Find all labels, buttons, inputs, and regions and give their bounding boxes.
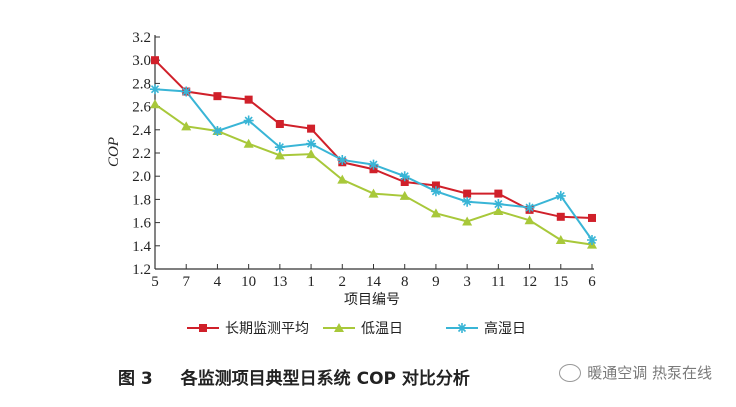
data-point-2 bbox=[462, 196, 473, 207]
data-point-2 bbox=[243, 115, 254, 126]
data-point-1 bbox=[368, 188, 379, 198]
chart-legend: 长期监测平均 低温日 高湿日 bbox=[187, 320, 526, 337]
data-point-1 bbox=[306, 149, 317, 159]
watermark-text: 暖通空调 热泵在线 bbox=[587, 364, 712, 382]
data-point-1 bbox=[430, 208, 441, 218]
y-tick-label: 2.8 bbox=[132, 76, 151, 92]
chart-axes bbox=[154, 35, 594, 270]
x-tick-label: 15 bbox=[553, 274, 568, 290]
figure-title: 各监测项目典型日系统 COP 对比分析 bbox=[180, 369, 470, 389]
data-point-1 bbox=[555, 235, 566, 244]
data-point-0 bbox=[244, 95, 253, 104]
y-tick-label: 2.4 bbox=[132, 123, 151, 139]
data-point-1 bbox=[274, 150, 285, 160]
watermark: 暖通空调 热泵在线 bbox=[559, 362, 712, 383]
data-point-0 bbox=[463, 189, 472, 198]
x-tick-label: 9 bbox=[432, 274, 440, 290]
x-tick-label: 7 bbox=[182, 274, 190, 290]
data-point-1 bbox=[524, 215, 535, 225]
data-point-2 bbox=[181, 86, 192, 97]
data-point-1 bbox=[150, 99, 160, 109]
legend-label: 高湿日 bbox=[484, 320, 526, 337]
x-tick-label: 1 bbox=[307, 274, 315, 290]
x-tick-label: 5 bbox=[151, 274, 159, 290]
data-point-2 bbox=[368, 159, 379, 170]
data-point-2 bbox=[150, 84, 160, 95]
y-tick-label: 2.2 bbox=[132, 146, 151, 162]
data-point-2 bbox=[274, 142, 285, 153]
y-tick-label: 1.4 bbox=[132, 239, 151, 255]
data-point-0 bbox=[400, 178, 409, 186]
y-tick-label: 2.0 bbox=[132, 169, 151, 185]
x-tick-label: 12 bbox=[522, 274, 537, 290]
data-point-1 bbox=[337, 174, 348, 184]
data-point-1 bbox=[399, 190, 410, 200]
chart-series bbox=[150, 56, 597, 249]
data-point-0 bbox=[494, 189, 503, 198]
data-point-1 bbox=[243, 138, 254, 148]
data-point-2 bbox=[587, 235, 597, 245]
data-point-0 bbox=[556, 212, 565, 221]
x-tick-label: 14 bbox=[366, 274, 382, 290]
data-point-0 bbox=[275, 120, 284, 128]
data-point-2 bbox=[399, 171, 410, 182]
chart-ticks: 1.21.41.61.82.02.22.42.62.83.03.25 7 4 10 13… bbox=[132, 30, 596, 290]
legend-label: 长期监测平均 bbox=[225, 321, 309, 337]
data-point-0 bbox=[213, 92, 222, 101]
legend-marker bbox=[199, 324, 207, 332]
data-point-2 bbox=[555, 190, 566, 201]
wechat-logo-icon bbox=[559, 363, 582, 382]
data-point-1 bbox=[462, 216, 473, 226]
figure-number: 图 3 bbox=[118, 369, 153, 389]
data-point-2 bbox=[212, 125, 223, 136]
y-tick-label: 1.2 bbox=[132, 262, 151, 278]
x-tick-label: 2 bbox=[339, 274, 347, 290]
x-tick-label: 10 bbox=[241, 274, 256, 290]
legend-marker bbox=[457, 323, 467, 333]
x-tick-label: 3 bbox=[463, 274, 471, 290]
x-tick-label: 13 bbox=[272, 274, 287, 290]
legend-label: 低温日 bbox=[361, 321, 403, 337]
data-point-0 bbox=[307, 124, 316, 133]
data-point-2 bbox=[306, 138, 317, 149]
x-axis-label: 项目编号 bbox=[344, 292, 400, 308]
x-tick-label: 11 bbox=[491, 274, 505, 290]
y-tick-label: 3.0 bbox=[132, 53, 151, 69]
data-point-1 bbox=[181, 121, 192, 131]
data-point-0 bbox=[151, 56, 159, 65]
legend-marker bbox=[334, 323, 344, 332]
y-tick-label: 3.2 bbox=[132, 30, 151, 46]
y-tick-label: 2.6 bbox=[132, 100, 151, 116]
data-point-2 bbox=[493, 199, 504, 210]
y-tick-label: 1.8 bbox=[132, 192, 151, 208]
y-axis-label: COP bbox=[106, 137, 122, 167]
data-point-1 bbox=[493, 206, 504, 215]
data-point-2 bbox=[524, 202, 535, 213]
data-point-0 bbox=[431, 181, 440, 190]
data-point-0 bbox=[588, 213, 596, 222]
x-tick-label: 4 bbox=[214, 274, 222, 290]
figure-caption: 图 3 各监测项目典型日系统 COP 对比分析 bbox=[118, 364, 470, 389]
x-tick-label: 6 bbox=[588, 274, 596, 290]
y-tick-label: 1.6 bbox=[132, 216, 151, 232]
data-point-2 bbox=[337, 154, 348, 165]
data-point-2 bbox=[430, 186, 441, 197]
x-tick-label: 8 bbox=[401, 274, 409, 290]
